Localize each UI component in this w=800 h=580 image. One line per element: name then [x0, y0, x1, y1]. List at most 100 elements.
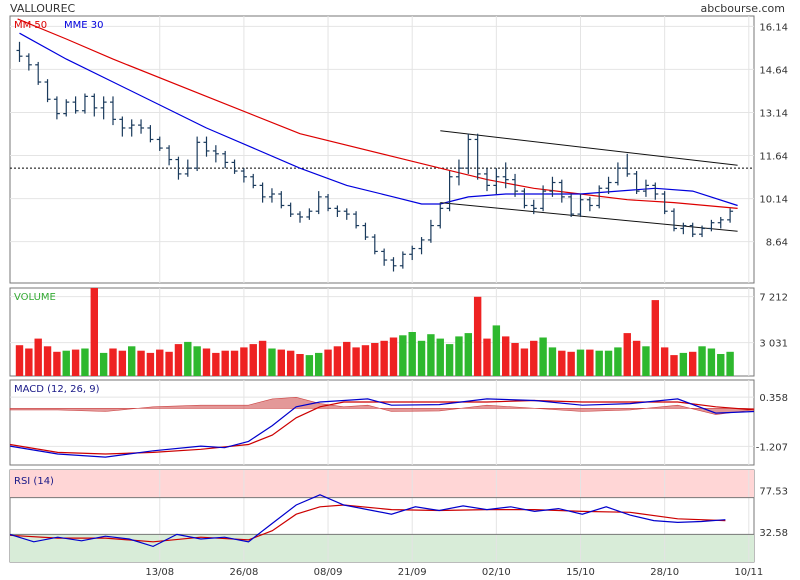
ohlc-bar	[63, 99, 70, 117]
volume-bar	[632, 340, 641, 376]
ohlc-bar	[166, 145, 173, 166]
ohlc-bar	[250, 173, 257, 189]
ohlc-bar	[231, 159, 238, 174]
ohlc-bar	[91, 93, 98, 117]
x-tick-label: 28/10	[650, 567, 679, 578]
volume-bar	[473, 296, 482, 376]
price-panel-frame	[9, 15, 755, 284]
ohlc-bar	[512, 173, 519, 197]
ohlc-bar	[362, 222, 369, 240]
y-tick-label: 77.53	[759, 487, 788, 498]
ohlc-bar	[727, 208, 734, 223]
ohlc-bar	[194, 136, 201, 172]
volume-bar	[530, 340, 538, 376]
volume-bar	[296, 354, 304, 376]
ohlc-bar	[652, 182, 659, 200]
ohlc-bar	[110, 96, 116, 126]
ohlc-bar	[222, 150, 229, 169]
ohlc-bar	[680, 222, 687, 235]
volume-bar	[567, 351, 575, 376]
volume-bar	[558, 350, 566, 376]
x-tick-label: 21/09	[398, 567, 427, 578]
ohlc-bar	[409, 245, 416, 261]
volume-y-axis: 7 212 3 031	[759, 293, 788, 350]
volume-bar	[614, 347, 622, 376]
volume-bar	[483, 338, 491, 376]
ohlc-bar	[549, 176, 556, 197]
volume-bar	[202, 348, 211, 376]
ohlc-bar	[418, 237, 425, 255]
volume-bar	[660, 347, 669, 376]
volume-bar	[502, 336, 510, 376]
volume-bar	[43, 346, 52, 376]
volume-bar	[53, 351, 61, 376]
volume-bar	[128, 346, 136, 376]
volume-bar	[455, 336, 463, 376]
ohlc-bar	[427, 219, 434, 243]
rsi-grid	[10, 470, 754, 562]
ohlc-bar	[708, 219, 715, 232]
ohlc-bar	[371, 234, 378, 255]
price-grid	[10, 16, 754, 283]
volume-bar	[726, 351, 734, 376]
volume-bar	[623, 333, 631, 376]
price-y-axis: 16.14 14.64 13.14 11.64 10.14 8.64	[759, 22, 788, 248]
ohlc-bar	[689, 222, 696, 238]
ohlc-bar	[493, 168, 500, 194]
y-tick-label: 3 031	[759, 339, 788, 350]
volume-bar	[417, 340, 426, 376]
ohlc-bar	[138, 119, 145, 134]
macd-line	[9, 398, 755, 458]
ohlc-bar	[25, 53, 32, 71]
mm50-line	[17, 18, 738, 209]
volume-bar	[670, 355, 678, 376]
volume-bar	[595, 350, 603, 376]
volume-bar	[492, 325, 501, 376]
volume-bar	[333, 346, 342, 376]
ohlc-bar	[540, 185, 547, 212]
volume-bar	[230, 350, 239, 376]
volume-bar	[174, 344, 183, 376]
ohlc-bar	[558, 179, 565, 203]
ohlc-bar	[399, 251, 406, 269]
volume-bar	[717, 354, 725, 376]
macd-signal-line	[9, 399, 755, 455]
volume-bar	[81, 348, 89, 376]
mme30-line	[19, 32, 738, 207]
ohlc-bar	[596, 185, 603, 209]
volume-bar	[520, 348, 529, 376]
volume-bar	[445, 344, 454, 376]
ohlc-bar	[437, 202, 444, 229]
channel-lower-line	[440, 202, 738, 232]
ohlc-bar	[502, 162, 509, 189]
volume-bar	[698, 346, 706, 376]
ohlc-bar	[446, 171, 453, 212]
volume-bar	[71, 349, 80, 376]
volume-bar	[118, 350, 127, 376]
ohlc-bar	[671, 208, 677, 232]
rsi-panel: RSI (14) 77.53 32.58	[9, 469, 788, 563]
volume-bar	[268, 348, 276, 376]
volume-bar	[352, 347, 360, 376]
volume-bar	[707, 348, 716, 376]
volume-bar	[586, 349, 594, 376]
symbol-title: VALLOUREC	[10, 2, 76, 15]
ohlc-bar	[81, 93, 88, 114]
rsi-title: RSI (14)	[14, 476, 54, 487]
x-tick-label: 15/10	[566, 567, 595, 578]
ohlc-bar	[147, 125, 154, 143]
volume-bar	[427, 334, 435, 376]
volume-bar	[576, 349, 585, 376]
y-tick-label: 10.14	[759, 195, 788, 206]
ohlc-bar	[624, 153, 631, 177]
volume-bar	[380, 340, 388, 376]
legend-mm50: MM 50	[14, 20, 47, 31]
volume-bar	[249, 344, 257, 376]
rsi-oversold-zone	[10, 534, 754, 562]
y-tick-label: 32.58	[759, 528, 788, 539]
macd-y-axis: 0.358 -1.207	[756, 393, 788, 453]
ohlc-bar	[614, 162, 621, 186]
volume-bar	[399, 335, 407, 376]
ohlc-bar	[605, 176, 612, 194]
